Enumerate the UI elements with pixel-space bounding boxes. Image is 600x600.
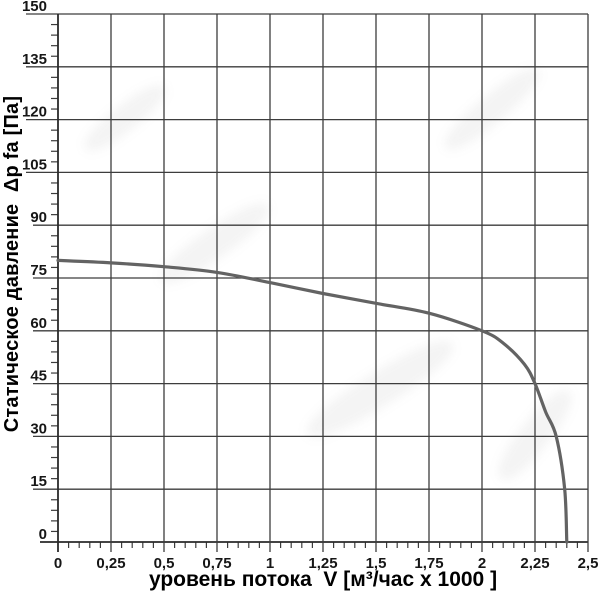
y-tick-label: 135 xyxy=(22,51,47,68)
x-axis-title: уровень потока V [м³/час x 1000 ] xyxy=(148,568,498,591)
x-tick-label: 2,5 xyxy=(578,555,599,572)
y-tick-label: 120 xyxy=(22,104,47,121)
y-axis-title: Статическое давление Δp fa [Па] xyxy=(1,95,23,433)
y-tick-label: 75 xyxy=(30,262,47,279)
x-tick-label: 1,75 xyxy=(414,555,443,572)
y-tick-label: 30 xyxy=(30,420,47,437)
x-tick-label: 1,25 xyxy=(308,555,337,572)
x-tick-label: 0,25 xyxy=(96,555,125,572)
y-tick-label: 0 xyxy=(39,526,47,543)
x-tick-label: 0,5 xyxy=(154,555,175,572)
y-tick-label: 45 xyxy=(30,368,47,385)
x-tick-label: 1 xyxy=(266,555,274,572)
x-tick-label: 2 xyxy=(478,555,486,572)
x-tick-label: 0,75 xyxy=(202,555,231,572)
x-tick-label: 0 xyxy=(54,555,62,572)
y-tick-label: 90 xyxy=(30,209,47,226)
y-tick-label: 150 xyxy=(22,0,47,15)
y-tick-label: 15 xyxy=(30,473,47,490)
fan-curve xyxy=(56,258,569,544)
x-tick-label: 2,25 xyxy=(520,555,549,572)
x-tick-label: 1,5 xyxy=(366,555,387,572)
y-tick-label: 105 xyxy=(22,156,47,173)
y-tick-label: 60 xyxy=(30,315,47,332)
